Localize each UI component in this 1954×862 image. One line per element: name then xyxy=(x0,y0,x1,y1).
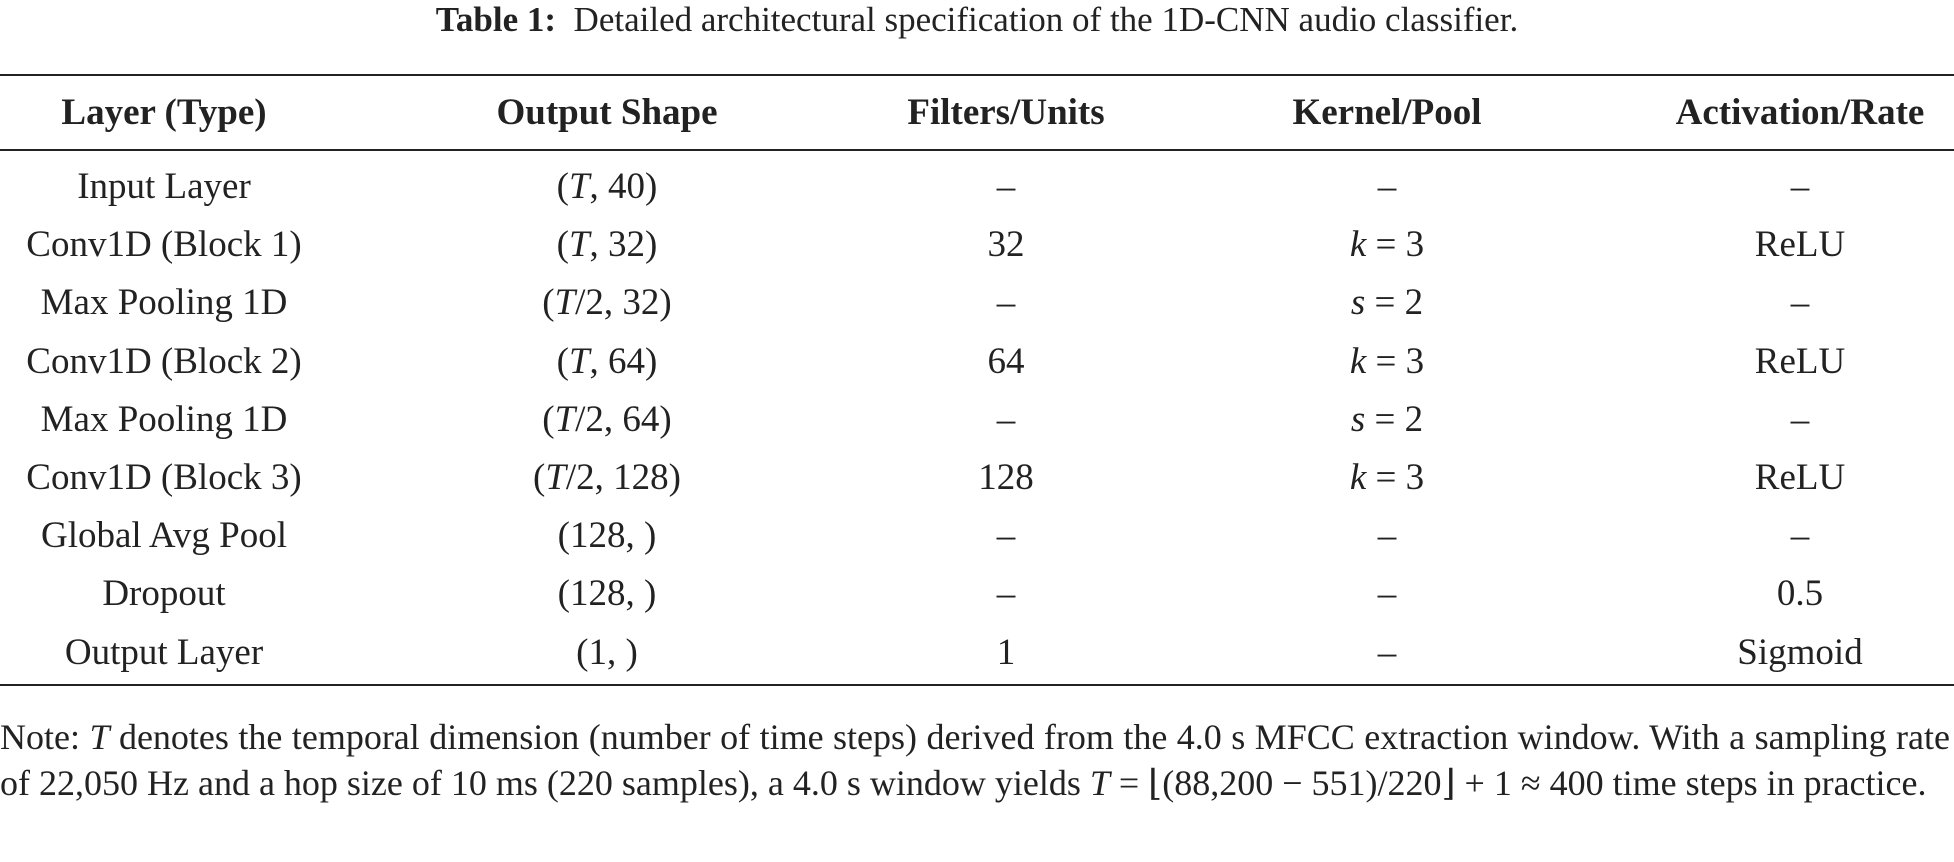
table-cell: Dropout xyxy=(102,573,226,615)
table-cell: k = 3 xyxy=(1349,340,1425,382)
bottom-rule xyxy=(0,684,1954,686)
table-cell: – xyxy=(1377,515,1397,557)
table-cell: (128, ) xyxy=(557,515,657,557)
header-cell: Activation/Rate xyxy=(1675,92,1925,133)
table-cell: – xyxy=(1377,166,1397,207)
table-cell: (T/2, 128) xyxy=(532,457,681,498)
table-cell: 1 xyxy=(996,631,1016,673)
table-cell: – xyxy=(996,515,1016,557)
table-cell: 0.5 xyxy=(1776,573,1824,615)
table-cell: s = 2 xyxy=(1350,398,1424,440)
table-cell: ReLU xyxy=(1754,340,1846,382)
table-cell: Output Layer xyxy=(64,631,264,673)
table-cell: – xyxy=(1790,166,1810,207)
table-cell: – xyxy=(996,398,1016,440)
table-cell: s = 2 xyxy=(1350,282,1424,324)
table-cell: Conv1D (Block 1) xyxy=(26,224,302,266)
header-rule xyxy=(0,149,1954,151)
table-cell: (1, ) xyxy=(576,631,638,673)
header-cell: Kernel/Pool xyxy=(1292,92,1482,133)
table-cell: (T/2, 32) xyxy=(542,282,672,324)
table-cell: Conv1D (Block 3) xyxy=(26,457,302,498)
table-cell: Sigmoid xyxy=(1737,631,1863,673)
table-cell: Max Pooling 1D xyxy=(40,282,288,324)
header-cell: Output Shape xyxy=(496,92,718,133)
table-caption: Table 1: Detailed architectural specific… xyxy=(0,0,1954,40)
header-cell: Filters/Units xyxy=(907,92,1105,133)
table-cell: (T, 32) xyxy=(556,224,658,266)
table-cell: 64 xyxy=(987,340,1025,382)
table-cell: 128 xyxy=(978,457,1034,498)
table-cell: k = 3 xyxy=(1349,457,1425,498)
table-cell: – xyxy=(996,282,1016,324)
table-cell: Max Pooling 1D xyxy=(40,398,288,440)
table-cell: – xyxy=(996,573,1016,615)
table-cell: Input Layer xyxy=(77,166,251,207)
top-rule xyxy=(0,74,1954,76)
table-note: Note: T denotes the temporal dimension (… xyxy=(0,717,1950,803)
table-cell: – xyxy=(1790,282,1810,324)
caption-label: Table 1: xyxy=(435,0,557,39)
table-cell: k = 3 xyxy=(1349,224,1425,266)
table-cell: (128, ) xyxy=(557,573,657,615)
table-cell: – xyxy=(1377,631,1397,673)
table-cell: 32 xyxy=(987,224,1025,266)
table-cell: – xyxy=(1377,573,1397,615)
table-cell: – xyxy=(1790,398,1810,440)
table-cell: – xyxy=(1790,515,1810,557)
table-cell: ReLU xyxy=(1754,457,1846,498)
caption-text: Detailed architectural specification of … xyxy=(573,0,1519,39)
table-cell: (T, 40) xyxy=(556,166,658,207)
table-cell: Conv1D (Block 2) xyxy=(26,340,302,382)
table-cell: ReLU xyxy=(1754,224,1846,266)
header-cell: Layer (Type) xyxy=(61,92,267,133)
table-cell: – xyxy=(996,166,1016,207)
table-cell: (T/2, 64) xyxy=(542,398,672,440)
table-cell: Global Avg Pool xyxy=(41,515,287,557)
table-cell: (T, 64) xyxy=(556,340,658,382)
